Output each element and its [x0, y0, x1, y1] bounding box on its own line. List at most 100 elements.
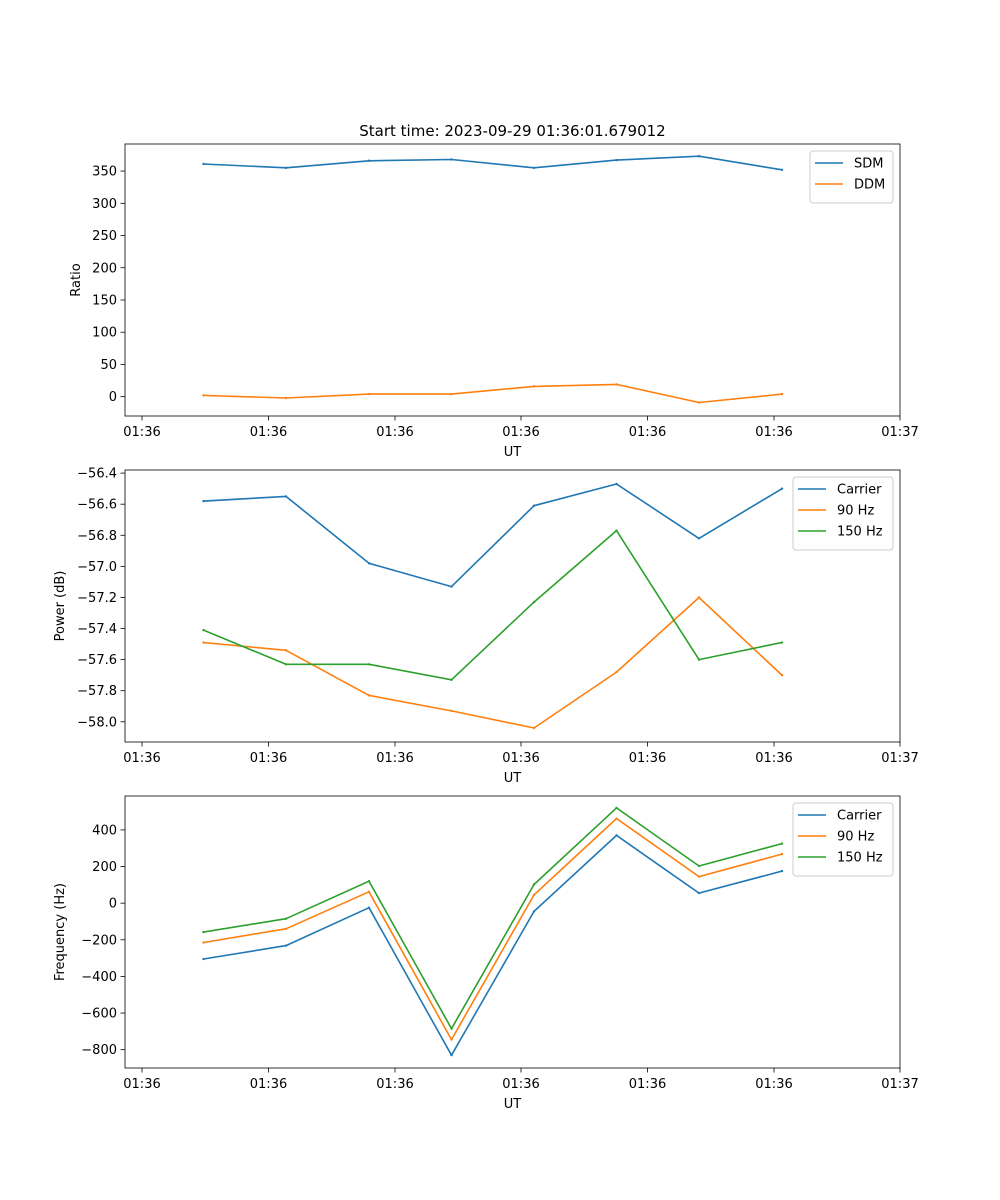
- data-point-90-hz: [284, 927, 288, 930]
- data-point-sdm: [780, 168, 784, 171]
- data-point-sdm: [532, 166, 536, 170]
- data-point-sdm: [615, 158, 618, 162]
- legend-label-ddm: DDM: [854, 178, 885, 193]
- data-point-150-hz: [450, 1027, 453, 1030]
- data-point-carrier: [367, 906, 371, 909]
- x-tick-label: 01:36: [629, 1077, 666, 1092]
- data-point-150-hz: [202, 628, 205, 632]
- data-point-150-hz: [284, 663, 288, 666]
- legend-label-carrier: Carrier: [837, 483, 882, 498]
- data-point-sdm: [202, 162, 205, 166]
- x-tick-label: 01:36: [123, 751, 160, 766]
- data-point-150-hz: [780, 641, 784, 644]
- y-tick-label: 350: [92, 165, 117, 180]
- y-tick-label: 400: [92, 823, 117, 838]
- x-tick-label: 01:37: [881, 751, 918, 766]
- data-point-150-hz: [615, 529, 618, 532]
- data-point-150-hz: [780, 842, 784, 845]
- chart-panel-1: 01:36 01:36 01:36 01:36 01:36 01:36 01:37 0 50 10…: [69, 143, 919, 460]
- y-tick-label: −200: [81, 933, 117, 948]
- data-point-90-hz: [450, 1038, 453, 1041]
- x-tick-label: 01:36: [123, 1077, 160, 1092]
- y-tick-label: −56.8: [77, 529, 117, 544]
- y-tick-label: −600: [81, 1007, 117, 1022]
- series-line-90-hz: [202, 817, 783, 1041]
- x-tick-label: 01:36: [123, 425, 160, 440]
- data-point-ddm: [450, 392, 453, 396]
- x-tick-label: 01:36: [250, 751, 287, 766]
- data-point-90-hz: [780, 852, 784, 856]
- y-tick-label: 300: [92, 197, 117, 212]
- data-point-150-hz: [367, 879, 371, 883]
- y-tick-label: 200: [92, 860, 117, 875]
- x-tick-label: 01:36: [376, 425, 413, 440]
- data-point-ddm: [780, 392, 784, 396]
- y-axis-label: Frequency (Hz): [53, 883, 68, 981]
- series-line-carrier: [202, 834, 783, 1056]
- data-point-ddm: [284, 396, 288, 400]
- data-point-sdm: [367, 159, 371, 162]
- legend-label-90-hz: 90 Hz: [837, 830, 874, 845]
- data-point-sdm: [284, 166, 288, 170]
- data-point-90-hz: [615, 670, 618, 674]
- legend-label-90-hz: 90 Hz: [837, 504, 874, 519]
- series-line-90-hz: [202, 596, 784, 729]
- x-axis-label: UT: [504, 1097, 522, 1112]
- data-point-carrier: [450, 1053, 453, 1057]
- x-tick-label: 01:37: [881, 1077, 918, 1092]
- data-point-carrier: [284, 944, 288, 947]
- y-tick-label: 0: [109, 390, 117, 405]
- data-point-90-hz: [615, 817, 618, 820]
- chart-panel-2: 01:36 01:36 01:36 01:36 01:36 01:36 01:37 −58.0…: [53, 467, 919, 786]
- data-point-carrier: [284, 495, 288, 498]
- x-tick-label: 01:36: [250, 1077, 287, 1092]
- data-point-150-hz: [532, 600, 536, 604]
- series-line-carrier: [202, 483, 784, 588]
- y-tick-label: −400: [81, 970, 117, 985]
- data-point-carrier: [202, 499, 205, 503]
- data-point-150-hz: [532, 883, 536, 886]
- x-tick-label: 01:36: [629, 425, 666, 440]
- x-tick-label: 01:36: [755, 751, 792, 766]
- series-line-sdm: [202, 155, 783, 171]
- legend-label-150-hz: 150 Hz: [837, 851, 883, 866]
- y-tick-label: 150: [92, 293, 117, 308]
- data-point-90-hz: [202, 641, 205, 644]
- data-point-ddm: [615, 383, 618, 386]
- data-point-carrier: [780, 869, 784, 873]
- y-tick-label: −57.2: [77, 591, 117, 606]
- data-point-90-hz: [532, 893, 536, 897]
- y-tick-label: −800: [81, 1043, 117, 1058]
- data-point-carrier: [202, 957, 205, 961]
- data-point-150-hz: [615, 806, 618, 810]
- data-point-90-hz: [284, 649, 288, 652]
- legend-box: [809, 150, 894, 204]
- data-point-carrier: [615, 482, 618, 486]
- data-point-90-hz: [450, 709, 453, 713]
- data-point-carrier: [780, 487, 784, 490]
- plot-frame: [124, 795, 901, 1069]
- data-point-carrier: [450, 585, 453, 588]
- series-line-150-hz: [202, 529, 783, 681]
- data-point-90-hz: [367, 890, 371, 893]
- y-tick-label: 200: [92, 261, 117, 276]
- x-tick-label: 01:37: [881, 425, 918, 440]
- x-axis-label: UT: [504, 445, 522, 460]
- data-point-150-hz: [450, 678, 453, 682]
- x-axis-label: UT: [504, 771, 522, 786]
- x-tick-label: 01:36: [755, 1077, 792, 1092]
- data-point-90-hz: [202, 941, 205, 944]
- y-tick-label: 0: [109, 897, 117, 912]
- data-point-sdm: [450, 158, 453, 161]
- x-tick-label: 01:36: [502, 425, 539, 440]
- y-tick-label: 100: [92, 326, 117, 341]
- data-point-carrier: [532, 910, 536, 913]
- y-axis-label: Power (dB): [53, 571, 68, 642]
- y-tick-label: 50: [100, 358, 117, 373]
- y-tick-label: −57.6: [77, 653, 117, 668]
- data-point-90-hz: [697, 875, 701, 878]
- data-point-carrier: [367, 562, 371, 565]
- data-point-carrier: [697, 891, 701, 895]
- plot-frame: [124, 469, 901, 743]
